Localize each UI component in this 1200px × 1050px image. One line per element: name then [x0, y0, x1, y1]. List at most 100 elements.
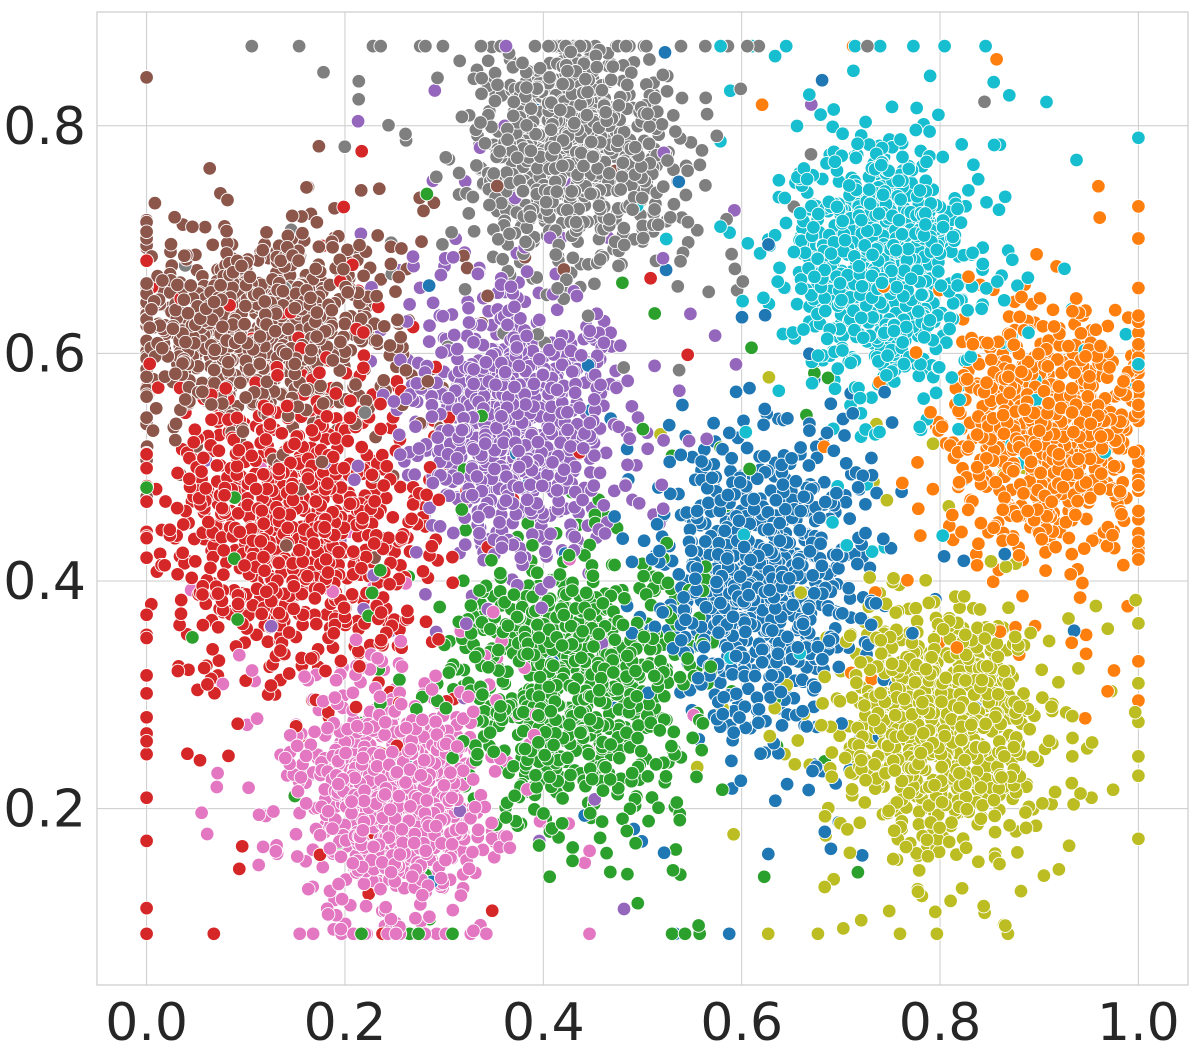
scatter-point-series-9: [974, 301, 989, 317]
scatter-point-series-3: [232, 861, 247, 877]
scatter-point-series-8: [1041, 633, 1057, 649]
scatter-point-series-0: [734, 309, 750, 325]
scatter-point-series-7: [527, 38, 543, 54]
scatter-point-series-9: [826, 102, 841, 117]
scatter-point-series-9: [919, 154, 934, 170]
scatter-point-series-0: [656, 845, 672, 860]
scatter-point-series-9: [991, 202, 1007, 217]
scatter-point-series-5: [168, 432, 183, 448]
scatter-point-series-1: [1116, 557, 1131, 573]
scatter-point-series-7: [670, 279, 686, 294]
scatter-point-series-7: [671, 362, 687, 378]
scatter-point-series-6: [582, 926, 597, 942]
scatter-point-series-8: [992, 856, 1007, 872]
scatter-point-series-2: [620, 866, 635, 882]
scatter-point-series-2: [664, 926, 680, 942]
scatter-point-series-3: [418, 614, 434, 629]
scatter-point-series-1: [1100, 318, 1116, 334]
scatter-point-series-7: [666, 108, 681, 123]
scatter-point-series-2: [628, 835, 643, 851]
scatter-point-series-9: [931, 107, 946, 123]
scatter-point-series-0: [761, 846, 776, 862]
scatter-point-series-8: [836, 921, 851, 936]
scatter-point-series-9: [1069, 152, 1084, 168]
scatter-point-series-9: [847, 38, 863, 54]
scatter-point-series-9: [858, 114, 873, 130]
scatter-point-series-0: [675, 397, 690, 413]
scatter-point-series-5: [311, 239, 327, 254]
scatter-point-series-9: [864, 544, 880, 559]
scatter-point-series-0: [725, 667, 740, 682]
scatter-point-series-4: [596, 498, 612, 513]
scatter-point-series-2: [392, 672, 407, 687]
scatter-point-series-8: [1071, 661, 1086, 676]
scatter-point-series-7: [587, 276, 602, 292]
scatter-point-series-8: [1131, 831, 1146, 847]
scatter-point-series-0: [823, 841, 839, 857]
scatter-point-series-9: [767, 48, 783, 64]
scatter-point-series-1: [1015, 588, 1030, 604]
scatter-point-series-3: [158, 494, 173, 509]
scatter-point-series-3: [216, 567, 231, 582]
scatter-point-series-0: [819, 425, 835, 441]
scatter-point-series-8: [790, 733, 806, 748]
scatter-point-series-3: [214, 500, 230, 516]
scatter-point-series-4: [624, 399, 640, 414]
scatter-point-series-4: [640, 441, 655, 457]
scatter-point-series-1: [1131, 199, 1146, 214]
scatter-point-series-0: [864, 450, 879, 466]
scatter-point-series-7: [977, 94, 992, 110]
scatter-point-series-0: [779, 776, 795, 792]
scatter-point-series-3: [643, 270, 658, 286]
scatter-point-series-2: [666, 724, 682, 740]
scatter-point-series-8: [908, 600, 924, 616]
scatter-point-series-1: [1088, 322, 1104, 337]
scatter-point-series-9: [872, 38, 888, 54]
scatter-point-series-8: [842, 628, 858, 643]
scatter-point-series-6: [487, 764, 503, 779]
scatter-point-series-5: [309, 215, 325, 230]
scatter-point-series-3: [139, 746, 154, 762]
scatter-point-series-7: [709, 128, 725, 144]
scatter-point-series-4: [405, 249, 421, 264]
scatter-point-series-6: [334, 891, 350, 907]
scatter-point-series-2: [565, 840, 580, 855]
scatter-point-series-3: [139, 550, 154, 565]
scatter-point-series-1: [1107, 302, 1123, 318]
scatter-point-series-6: [305, 926, 321, 942]
scatter-point-series-6: [232, 647, 247, 663]
scatter-point-series-7: [701, 284, 716, 300]
scatter-point-series-2: [565, 853, 580, 869]
scatter-point-series-4: [549, 302, 565, 318]
scatter-point-series-0: [799, 719, 814, 734]
scatter-point-series-6: [266, 804, 281, 819]
scatter-point-series-2: [744, 340, 759, 355]
scatter-point-series-1: [1068, 291, 1084, 306]
scatter-point-series-0: [936, 549, 952, 564]
scatter-point-series-9: [740, 236, 756, 251]
scatter-point-series-7: [694, 143, 710, 158]
scatter-point-series-5: [148, 401, 164, 416]
scatter-point-series-3: [318, 663, 333, 679]
scatter-point-series-7: [616, 360, 631, 375]
scatter-point-series-0: [774, 718, 790, 733]
scatter-point-series-9: [935, 149, 951, 165]
scatter-point-series-5: [259, 225, 274, 240]
scatter-point-series-8: [824, 769, 840, 784]
scatter-point-series-7: [461, 206, 477, 221]
scatter-point-series-0: [876, 531, 891, 547]
scatter-point-series-8: [1065, 730, 1080, 746]
scatter-point-series-0: [814, 72, 830, 88]
scatter-point-series-3: [209, 458, 225, 473]
scatter-point-series-1: [1077, 711, 1093, 726]
scatter-point-series-8: [1018, 805, 1033, 820]
scatter-point-series-4: [418, 587, 433, 602]
scatter-point-series-1: [754, 97, 770, 112]
scatter-point-series-1: [1032, 291, 1048, 306]
scatter-point-series-1: [1106, 458, 1122, 474]
scatter-point-series-4: [407, 467, 422, 482]
scatter-point-series-6: [288, 826, 304, 842]
scatter-point-series-6: [251, 857, 266, 873]
